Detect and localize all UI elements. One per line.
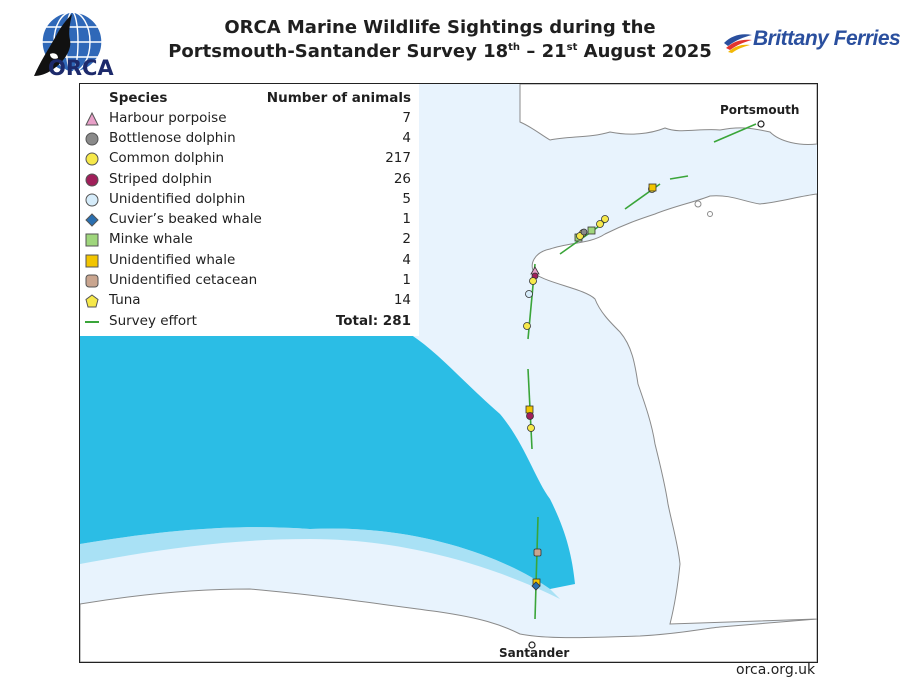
map-legend: Species Number of animals Harbour porpoi…: [80, 84, 419, 336]
page-title: ORCA Marine Wildlife Sightings during th…: [150, 16, 730, 64]
circle-icon: [85, 152, 99, 166]
legend-item-name: Unidentified cetacean: [109, 272, 258, 288]
legend-item-count: 5: [402, 191, 411, 207]
title-line-2: Portsmouth-Santander Survey 18th – 21st …: [150, 40, 730, 64]
legend-item-count: 14: [393, 292, 411, 308]
common-dolphin-marker: [527, 424, 535, 432]
legend-item-count: 4: [402, 252, 411, 268]
title-line-2-start: Portsmouth-Santander Survey 18: [168, 41, 509, 62]
common-dolphin-marker: [523, 322, 531, 330]
striped-dolphin-marker: [526, 412, 534, 420]
common-dolphin-marker: [596, 220, 604, 228]
unidentified-dolphin-marker: [525, 290, 533, 298]
orca-logo: [28, 6, 110, 86]
legend-item-count: 1: [402, 272, 411, 288]
legend-header-count: Number of animals: [266, 90, 411, 106]
survey-map[interactable]: Portsmouth Santander Species Number of a…: [79, 83, 818, 663]
legend-item: Unidentified cetacean 1: [80, 271, 419, 291]
legend-item-count: 4: [402, 130, 411, 146]
title-line-1: ORCA Marine Wildlife Sightings during th…: [224, 17, 656, 38]
common-dolphin-marker: [601, 215, 609, 223]
portsmouth-label: Portsmouth: [720, 103, 800, 117]
orca-logo-text: ORCA: [48, 56, 114, 80]
legend-effort-row: Survey effort Total: 281: [80, 312, 419, 332]
title-line-2-end: August 2025: [577, 41, 712, 62]
title-sup-st: st: [566, 42, 578, 53]
spain-land: [80, 588, 817, 662]
legend-item-count: 7: [402, 110, 411, 126]
legend-effort-label: Survey effort: [109, 313, 197, 329]
bottlenose-dolphin-marker: [580, 228, 588, 236]
legend-item: Cuvier’s beaked whale 1: [80, 210, 419, 230]
legend-item: Harbour porpoise 7: [80, 109, 419, 129]
survey-line-segment: [713, 123, 757, 143]
survey-line-segment: [534, 516, 539, 620]
pentagon-icon: [85, 294, 99, 308]
survey-line-icon: [85, 321, 99, 323]
title-line-2-mid: – 21: [520, 41, 567, 62]
legend-item-count: 1: [402, 211, 411, 227]
santander-port-marker: [528, 641, 536, 649]
legend-item: Minke whale 2: [80, 230, 419, 250]
legend-item-name: Unidentified whale: [109, 252, 236, 268]
legend-header: Species Number of animals: [80, 89, 419, 109]
legend-item-count: 2: [402, 231, 411, 247]
survey-line-segment: [669, 175, 689, 180]
deep-ocean-area: [80, 334, 575, 589]
footer-url[interactable]: orca.org.uk: [736, 662, 816, 678]
legend-item-name: Cuvier’s beaked whale: [109, 211, 262, 227]
circle-icon: [85, 173, 99, 187]
legend-item: Unidentified dolphin 5: [80, 190, 419, 210]
sighting-markers: [523, 183, 657, 591]
legend-total: Total: 281: [335, 313, 411, 329]
rounded-square-icon: [85, 274, 99, 288]
diamond-icon: [85, 213, 99, 227]
santander-label: Santander: [499, 646, 570, 660]
channel-island: [694, 200, 702, 208]
minke-whale-marker: [587, 226, 596, 235]
unidentified-cetacean-marker: [533, 548, 542, 557]
legend-item-name: Common dolphin: [109, 150, 225, 166]
orca-globe-icon: [34, 11, 103, 76]
legend-item-name: Minke whale: [109, 231, 193, 247]
legend-item: Bottlenose dolphin 4: [80, 129, 419, 149]
triangle-icon: [85, 111, 99, 126]
partner-logo-text: Brittany Ferries: [753, 27, 900, 50]
square-icon: [85, 233, 99, 247]
brittany-ferries-logo: Brittany Ferries: [722, 26, 900, 58]
legend-item-count: 26: [393, 171, 411, 187]
legend-item-name: Tuna: [109, 292, 141, 308]
legend-item: Common dolphin 217: [80, 149, 419, 169]
legend-item-name: Harbour porpoise: [109, 110, 227, 126]
common-dolphin-marker: [529, 277, 537, 285]
unidentified-whale-marker: [648, 183, 657, 192]
map-canvas: [80, 84, 817, 662]
legend-item: Tuna 14: [80, 291, 419, 311]
unidentified-whale-marker: [525, 405, 534, 414]
portsmouth-port-marker: [757, 120, 765, 128]
england-land: [519, 84, 817, 145]
france-land: [531, 193, 817, 625]
title-sup-th: th: [508, 42, 521, 53]
circle-icon: [85, 132, 99, 146]
ferry-flag-icon: [724, 34, 752, 53]
channel-island: [707, 211, 713, 217]
cuviers-beaked-whale-marker: [531, 581, 541, 591]
legend-item: Unidentified whale 4: [80, 251, 419, 271]
deep-ocean-shelf-edge: [80, 527, 560, 599]
legend-item-name: Striped dolphin: [109, 171, 212, 187]
legend-item-name: Bottlenose dolphin: [109, 130, 236, 146]
circle-icon: [85, 193, 99, 207]
legend-item-count: 217: [385, 150, 411, 166]
legend-item-name: Unidentified dolphin: [109, 191, 246, 207]
square-icon: [85, 254, 99, 268]
legend-header-species: Species: [109, 90, 168, 106]
legend-item: Striped dolphin 26: [80, 170, 419, 190]
